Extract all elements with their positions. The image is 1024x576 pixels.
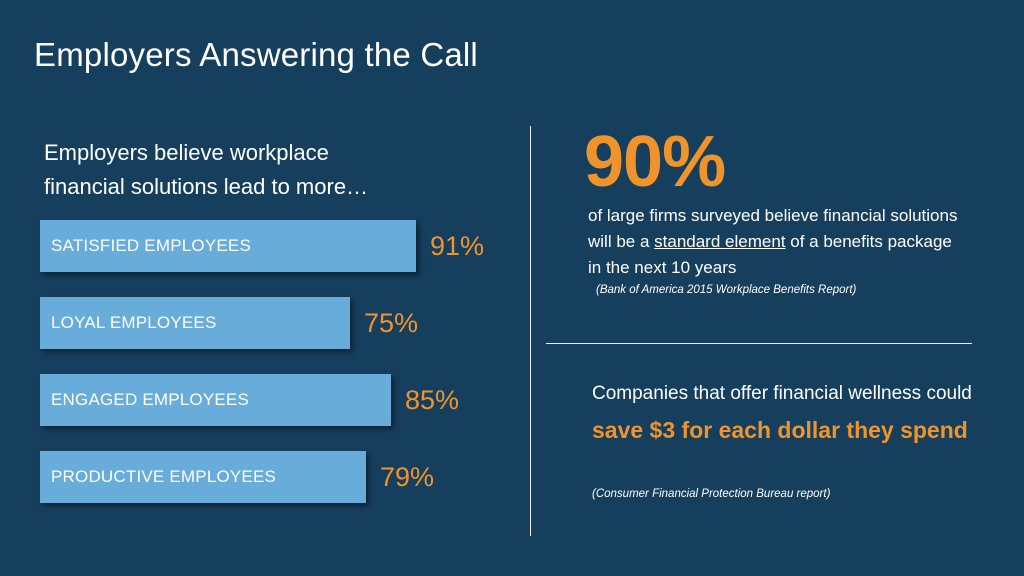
bar-label: LOYAL EMPLOYEES [51,313,217,332]
vertical-divider [530,126,531,536]
bar-value-label: 79% [380,462,435,492]
savings-statement: Companies that offer financial wellness … [592,376,972,451]
intro-line-1: Employers believe workplace [44,140,329,165]
intro-line-2: financial solutions lead to more… [44,174,369,199]
intro-text: Employers believe workplace financial so… [44,136,444,204]
bar: PRODUCTIVE EMPLOYEES [40,451,366,503]
bar-label: PRODUCTIVE EMPLOYEES [51,467,277,486]
bar-value-label: 85% [405,385,460,415]
bar: ENGAGED EMPLOYEES [40,374,391,426]
bar: SATISFIED EMPLOYEES [40,220,416,272]
bar-label: SATISFIED EMPLOYEES [51,236,251,255]
slide-title: Employers Answering the Call [34,36,478,73]
bar-value-label: 91% [430,231,485,261]
bar-chart: SATISFIED EMPLOYEES 91% LOYAL EMPLOYEES 75%… [40,220,485,503]
bar-value-label: 75% [364,308,419,338]
big-stat-value: 90% [584,122,726,202]
stat1-source: (Bank of America 2015 Workplace Benefits… [596,284,857,296]
stat-description-before: of large firms surveyed believe financia… [588,206,958,251]
stat-description-after: of a benefits package in the next 10 yea… [588,232,952,277]
savings-text-before: Companies that offer financial wellness … [592,383,972,404]
stat-description-underlined: standard element [654,232,786,251]
bar: LOYAL EMPLOYEES [40,297,350,349]
horizontal-divider [546,343,972,344]
bar-label: ENGAGED EMPLOYEES [51,390,250,409]
stat-description: of large firms surveyed believe financia… [588,203,968,281]
savings-highlight: save $3 for each dollar they spend [592,417,968,443]
stat2-source: (Consumer Financial Protection Bureau re… [592,488,831,500]
